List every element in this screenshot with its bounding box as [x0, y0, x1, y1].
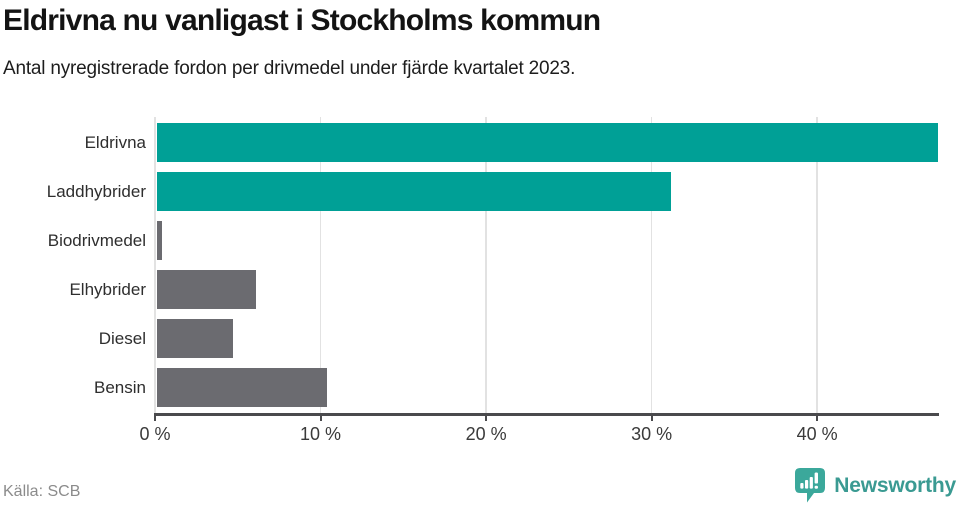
chart-title: Eldrivna nu vanligast i Stockholms kommu…: [3, 4, 601, 37]
category-label: Bensin: [94, 378, 146, 397]
axis-tick: [154, 415, 156, 421]
category-label: Diesel: [98, 329, 146, 348]
category-label: Eldrivna: [84, 133, 146, 152]
category-label: Elhybrider: [69, 280, 146, 299]
axis-tick-label: 30 %: [631, 424, 673, 444]
gridline: [319, 117, 322, 413]
category-label: Biodrivmedel: [47, 231, 146, 250]
source-note: Källa: SCB: [3, 483, 81, 500]
axis-tick-label: 20 %: [465, 424, 507, 444]
plot-area: 0 % 10 % 20 % 30 % 40 %: [139, 117, 939, 444]
gridline: [154, 117, 156, 413]
category-label: Laddhybrider: [46, 182, 146, 201]
axis-tick: [650, 415, 653, 421]
axis-tick: [319, 415, 322, 421]
newsworthy-logo: Newsworthy: [794, 467, 956, 504]
bar-biodrivmedel: [156, 221, 162, 260]
bar-eldrivna: [156, 123, 938, 162]
x-axis-line: [154, 413, 939, 416]
bar-elhybrider: [156, 270, 256, 309]
axis-tick-label: 40 %: [796, 424, 838, 444]
newsworthy-logo-icon: [795, 468, 826, 503]
category-axis: Eldrivna Laddhybrider Biodrivmedel Elhybrid…: [0, 117, 146, 413]
newsworthy-logo-text: Newsworthy: [834, 473, 956, 497]
axis-tick: [816, 415, 819, 421]
axis-tick-label: 0 %: [139, 424, 171, 444]
bar-diesel: [156, 319, 233, 358]
bar-bensin: [156, 368, 328, 407]
axis-tick-label: 10 %: [300, 424, 342, 444]
chart-subtitle: Antal nyregistrerade fordon per drivmede…: [3, 58, 576, 79]
gridline: [816, 117, 818, 413]
bar-laddhybrider: [156, 172, 672, 211]
axis-tick: [485, 415, 488, 421]
gridline: [485, 117, 487, 413]
gridline: [650, 117, 653, 413]
